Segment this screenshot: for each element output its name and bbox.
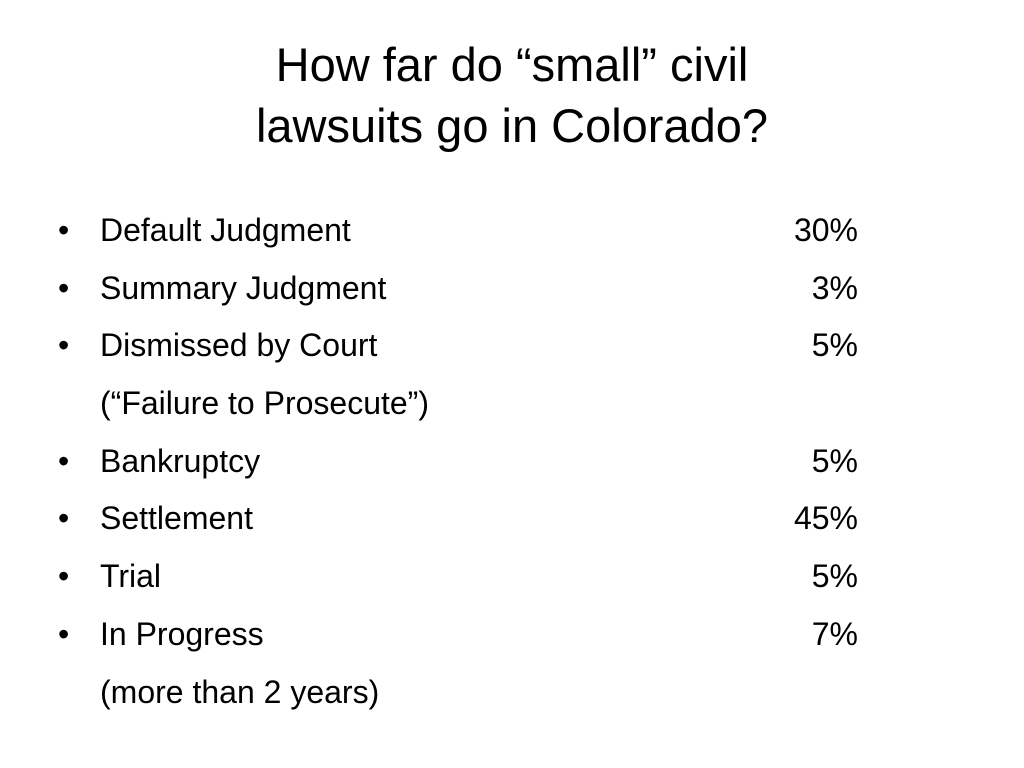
list-item: • Settlement 45%: [58, 490, 858, 548]
item-label: Trial: [100, 558, 162, 595]
bullet-icon: •: [58, 500, 70, 537]
item-value: 5%: [811, 558, 858, 595]
item-label: Summary Judgment: [100, 269, 387, 306]
slide-title: How far do “small” civil lawsuits go in …: [0, 34, 1024, 156]
item-value: 3%: [811, 269, 858, 306]
bullet-icon: •: [58, 212, 70, 248]
item-label: Dismissed by Court: [100, 327, 378, 364]
bullet-icon: •: [58, 558, 70, 595]
item-label: Bankruptcy: [100, 442, 261, 479]
bullet-icon: •: [58, 442, 70, 479]
list-item-continuation: (“Failure to Prosecute”): [58, 375, 858, 433]
item-label: Settlement: [100, 500, 253, 537]
item-label: (more than 2 years): [100, 673, 380, 710]
outcome-list: • Default Judgment 30% • Summary Judgmen…: [58, 202, 858, 721]
title-line-1: How far do “small” civil: [275, 38, 749, 91]
bullet-icon: •: [58, 615, 70, 652]
list-item: • In Progress 7%: [58, 606, 858, 664]
list-item: • Default Judgment 30%: [58, 202, 858, 260]
list-item: • Bankruptcy 5%: [58, 433, 858, 491]
item-label: In Progress: [100, 615, 264, 652]
list-item: • Dismissed by Court 5%: [58, 317, 858, 375]
item-value: 30%: [793, 212, 858, 248]
list-item: • Trial 5%: [58, 548, 858, 606]
item-label: Default Judgment: [100, 212, 351, 248]
bullet-icon: •: [58, 327, 70, 364]
item-value: 5%: [811, 327, 858, 364]
bullet-icon: •: [58, 269, 70, 306]
title-line-2: lawsuits go in Colorado?: [255, 99, 769, 152]
list-item: • Summary Judgment 3%: [58, 260, 858, 318]
item-value: 5%: [811, 442, 858, 479]
item-value: 7%: [811, 615, 858, 652]
item-value: 45%: [793, 500, 858, 537]
item-label: (“Failure to Prosecute”): [100, 385, 429, 422]
list-item-continuation: (more than 2 years): [58, 664, 858, 722]
